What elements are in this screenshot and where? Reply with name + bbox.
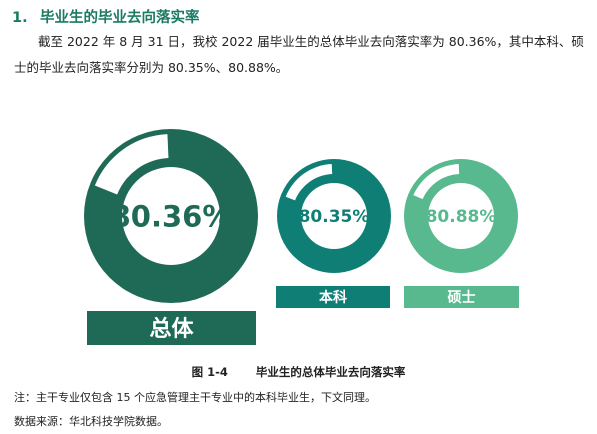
donut-total: 80.36% 总体	[84, 129, 258, 345]
donut-value-arc-master	[405, 160, 517, 272]
donut-hole-total	[122, 167, 220, 265]
donut-remainder-total	[94, 134, 169, 195]
category-box-total	[87, 311, 256, 345]
category-box-undergraduate	[276, 286, 390, 308]
donut-hole-undergraduate	[301, 183, 367, 249]
donut-remainder-master	[413, 164, 460, 200]
donut-value-arc-undergraduate	[278, 160, 391, 272]
donut-master: 80.88% 硕士	[404, 159, 519, 308]
donut-undergraduate: 80.35% 本科	[276, 159, 391, 308]
donut-value-label-total: 80.36%	[111, 199, 232, 233]
figure-title: 毕业生的总体毕业去向落实率	[255, 365, 406, 379]
donut-value-label-undergraduate: 80.35%	[299, 207, 370, 227]
summary-paragraph: 截至 2022 年 8 月 31 日，我校 2022 届毕业生的总体毕业去向落实…	[14, 34, 584, 75]
category-box-master	[404, 286, 519, 308]
category-label-total: 总体	[149, 316, 194, 342]
donut-value-label-master: 80.88%	[426, 207, 497, 227]
section-number: 1.	[12, 10, 28, 26]
figure-number: 图 1-4	[191, 365, 228, 379]
section-heading: 1. 毕业生的毕业去向落实率	[12, 6, 200, 27]
donut-value-arc-total	[85, 130, 258, 302]
figure-caption: 图 1-4 毕业生的总体毕业去向落实率	[0, 364, 597, 380]
data-source: 数据来源：华北科技学院数据。	[14, 415, 168, 428]
footnote: 注：主干专业仅包含 15 个应急管理主干专业中的本科毕业生，下文同理。	[14, 391, 376, 404]
donut-remainder-undergraduate	[285, 164, 333, 201]
category-label-undergraduate: 本科	[319, 289, 347, 306]
category-label-master: 硕士	[448, 289, 476, 306]
section-title: 毕业生的毕业去向落实率	[40, 10, 200, 26]
donut-hole-master	[428, 183, 494, 249]
